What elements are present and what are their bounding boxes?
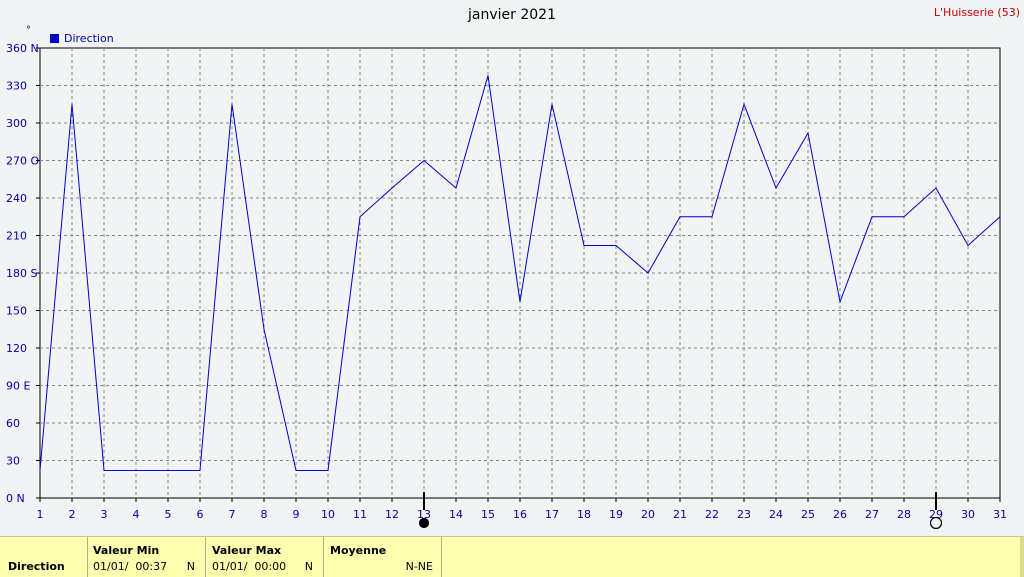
footer-row-label: Direction	[8, 560, 65, 573]
footer-row-label-cell: Direction	[0, 537, 88, 577]
x-tick-label: 27	[865, 508, 879, 521]
legend-label: Direction	[64, 32, 114, 45]
x-tick-label: 15	[481, 508, 495, 521]
max-dir: N	[304, 560, 313, 573]
footer-right-strip	[1020, 537, 1024, 577]
max-date: 01/01/ 00:00	[212, 560, 286, 573]
x-tick-label: 29	[929, 508, 943, 521]
max-date-text: 01/01/	[212, 560, 248, 573]
min-time: 00:37	[135, 560, 168, 573]
x-tick-label: 21	[673, 508, 687, 521]
y-tick-label: 180 S	[6, 267, 37, 280]
x-tick-label: 30	[961, 508, 975, 521]
y-tick-label: 30	[6, 455, 20, 468]
x-tick-label: 11	[353, 508, 367, 521]
x-tick-label: 7	[229, 508, 236, 521]
footer-min-cell: Valeur Min 01/01/ 00:37 N	[87, 537, 206, 577]
min-date-text: 01/01/	[93, 560, 129, 573]
x-tick-label: 19	[609, 508, 623, 521]
y-tick-label: 330	[6, 80, 27, 93]
legend: Direction	[50, 32, 114, 45]
series-line-direction	[39, 75, 1001, 471]
x-tick-label: 28	[897, 508, 911, 521]
y-tick-label: 210	[6, 230, 27, 243]
unit-label: °	[26, 25, 31, 36]
x-tick-label: 9	[293, 508, 300, 521]
y-tick-label: 0 N	[6, 492, 25, 505]
y-tick-label: 240	[6, 192, 27, 205]
new-moon-icon	[418, 517, 430, 529]
x-axis-ticks: 1 2 3 4 5 6 7 8 9 10 11 12 13 14 15 16 17 18 19 20 21 22 23 24 2…	[37, 498, 1007, 521]
max-time: 00:00	[254, 560, 287, 573]
x-tick-label: 14	[449, 508, 463, 521]
x-tick-label: 18	[577, 508, 591, 521]
x-tick-label: 26	[833, 508, 847, 521]
x-tick-label: 10	[321, 508, 335, 521]
min-dir: N	[186, 560, 195, 573]
y-tick-label: 60	[6, 417, 20, 430]
mean-value: N-NE	[405, 560, 433, 573]
x-tick-label: 16	[513, 508, 527, 521]
y-tick-label: 270 O	[6, 155, 39, 168]
y-tick-label: 360 N	[6, 42, 39, 55]
max-header: Valeur Max	[212, 544, 282, 557]
y-tick-label: 90 E	[6, 380, 30, 393]
min-date: 01/01/ 00:37	[93, 560, 167, 573]
x-tick-label: 23	[737, 508, 751, 521]
x-tick-label: 1	[37, 508, 44, 521]
legend-swatch	[50, 34, 59, 43]
x-tick-label: 5	[165, 508, 172, 521]
x-tick-label: 2	[69, 508, 76, 521]
x-tick-label: 20	[641, 508, 655, 521]
x-tick-label: 8	[261, 508, 268, 521]
x-tick-label: 13	[417, 508, 431, 521]
x-tick-label: 22	[705, 508, 719, 521]
full-moon-icon	[929, 516, 943, 530]
x-tick-label: 12	[385, 508, 399, 521]
moon-phases	[418, 492, 943, 530]
grid	[40, 48, 1000, 498]
x-tick-label: 17	[545, 508, 559, 521]
y-tick-label: 300	[6, 117, 27, 130]
summary-footer: Direction Valeur Min 01/01/ 00:37 N Vale…	[0, 536, 1024, 577]
station-name: L'Huisserie (53)	[933, 6, 1020, 19]
chart-title: janvier 2021	[468, 7, 556, 23]
x-tick-label: 31	[993, 508, 1007, 521]
x-tick-label: 4	[133, 508, 140, 521]
y-tick-label: 150	[6, 305, 27, 318]
x-tick-label: 6	[197, 508, 204, 521]
min-header: Valeur Min	[93, 544, 160, 557]
y-axis-ticks: 0 N 30 60 90 E 120 150 180 S 210 240 270 O 300 330 3…	[6, 42, 40, 505]
x-tick-label: 3	[101, 508, 108, 521]
x-tick-label: 25	[801, 508, 815, 521]
y-tick-label: 120	[6, 342, 27, 355]
mean-header: Moyenne	[330, 544, 387, 557]
footer-mean-cell: Moyenne N-NE	[324, 537, 442, 577]
footer-max-cell: Valeur Max 01/01/ 00:00 N	[206, 537, 324, 577]
x-tick-label: 24	[769, 508, 783, 521]
